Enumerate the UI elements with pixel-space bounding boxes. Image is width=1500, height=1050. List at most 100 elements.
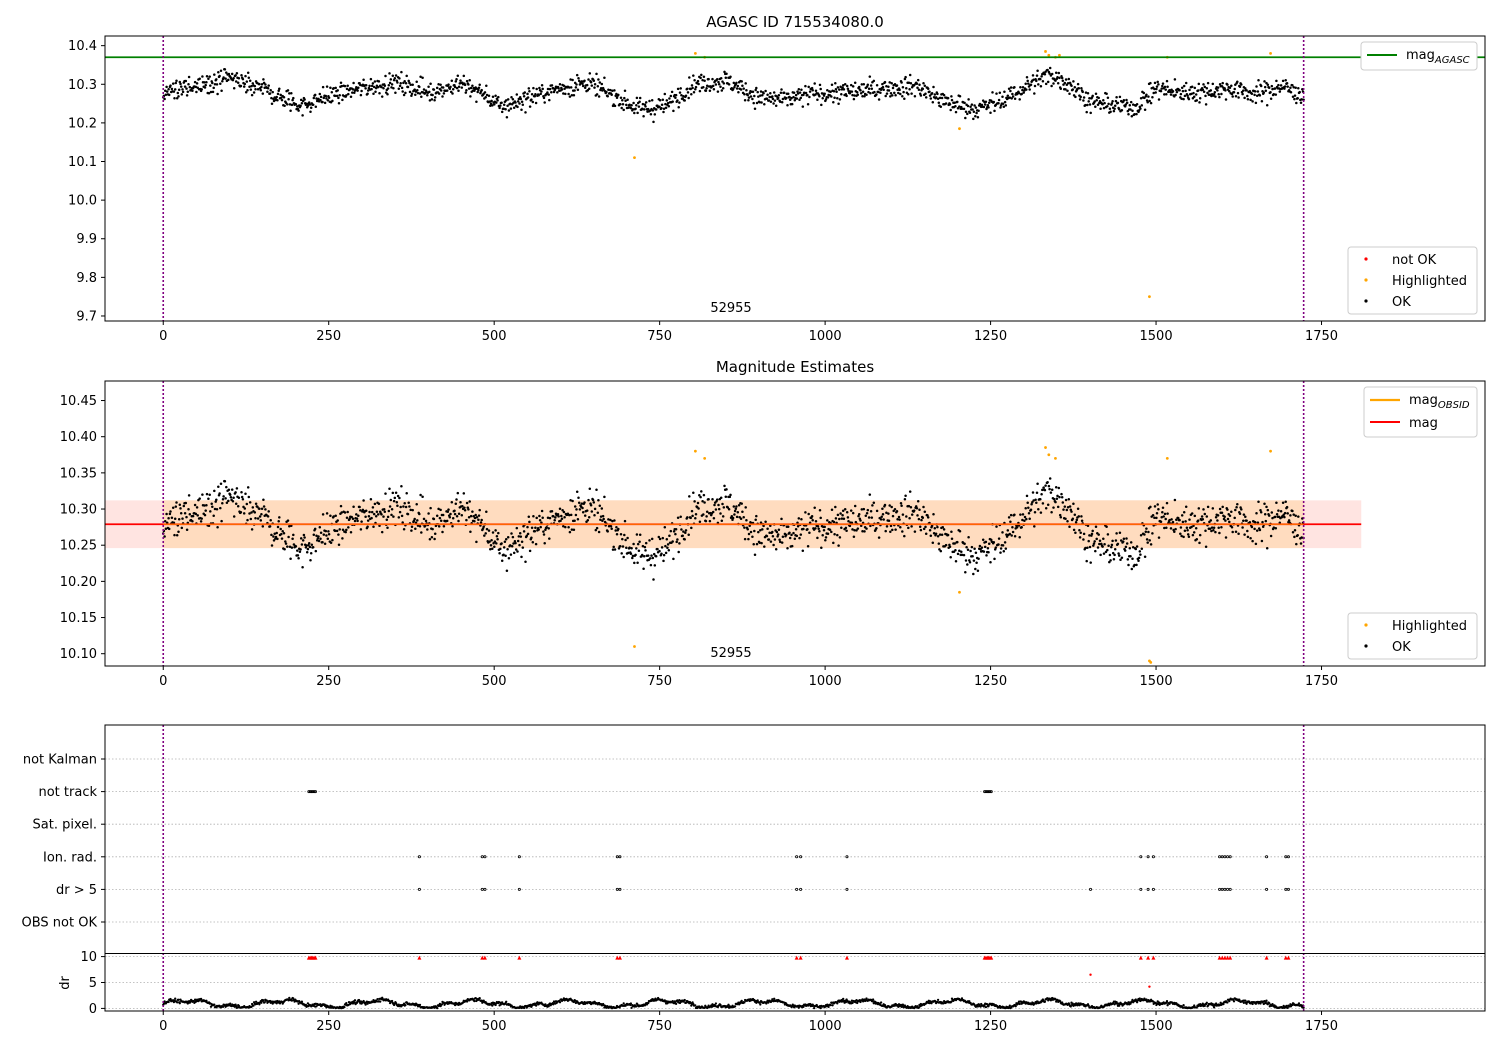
ok-point: [826, 519, 829, 522]
ok-point: [1255, 85, 1258, 88]
ok-point: [819, 87, 822, 91]
ok-point: [219, 482, 223, 486]
ok-point: [853, 94, 856, 97]
ok-point: [457, 85, 461, 88]
ok-point: [797, 88, 801, 91]
ok-point: [562, 84, 566, 88]
flag-point: [417, 887, 421, 891]
ok-point: [1025, 76, 1029, 79]
ok-point: [1131, 545, 1135, 549]
ok-point: [581, 84, 585, 88]
ok-point: [345, 94, 348, 97]
ok-point: [1157, 536, 1161, 539]
ok-point: [1060, 76, 1064, 80]
dr-point: [177, 998, 180, 1001]
ok-point: [1151, 96, 1154, 99]
ok-point: [1102, 106, 1106, 110]
dr-point: [169, 997, 172, 1001]
ok-point: [769, 524, 772, 528]
ok-point: [1146, 100, 1149, 104]
ok-point: [249, 88, 253, 91]
ok-point: [1296, 534, 1299, 537]
ok-point: [859, 519, 862, 522]
y-tick-label: 9.7: [76, 309, 97, 324]
ok-point: [199, 520, 203, 523]
ok-point: [498, 106, 501, 110]
ok-point: [401, 90, 404, 93]
ok-point: [716, 90, 720, 93]
ok-point: [747, 532, 751, 536]
ok-point: [968, 560, 972, 564]
ok-point: [1093, 540, 1096, 543]
ok-point: [518, 543, 521, 547]
ok-point: [497, 531, 500, 535]
dr-point: [258, 1003, 261, 1006]
ok-point: [491, 104, 494, 107]
ok-point: [687, 96, 690, 100]
ok-point: [931, 100, 935, 104]
ok-point: [1110, 545, 1113, 549]
ok-point: [1111, 551, 1115, 555]
ok-point: [1131, 109, 1134, 113]
ok-point: [346, 84, 349, 88]
ok-point: [167, 527, 171, 531]
ok-point: [1081, 90, 1084, 94]
ok-point: [317, 97, 320, 101]
highlighted-point: [1269, 449, 1272, 453]
ok-point: [1299, 542, 1303, 545]
ok-point: [453, 509, 456, 512]
ok-point: [270, 533, 273, 537]
ok-point: [1027, 82, 1030, 85]
ok-point: [480, 88, 483, 92]
ok-point: [314, 549, 318, 553]
ok-point: [1029, 83, 1033, 86]
ok-point: [336, 519, 339, 522]
ok-point: [318, 526, 322, 529]
ok-point: [581, 82, 584, 85]
ok-point: [934, 532, 938, 535]
dr-point: [499, 1003, 503, 1006]
panel2-axes-frame: [104, 380, 1486, 667]
ok-point: [1129, 541, 1133, 544]
ok-point: [1279, 84, 1283, 87]
ok-point: [247, 76, 251, 80]
ok-point: [777, 94, 781, 97]
ok-point: [1009, 520, 1012, 523]
ok-point: [1041, 80, 1045, 83]
ok-point: [286, 519, 290, 522]
ok-point: [581, 510, 585, 514]
ok-point: [374, 90, 377, 93]
ok-point: [1031, 491, 1035, 494]
ok-point: [682, 95, 685, 98]
ok-point: [327, 533, 331, 536]
ok-point: [1188, 518, 1191, 521]
ok-point: [170, 516, 174, 520]
ok-point: [762, 92, 765, 95]
ok-point: [414, 527, 417, 530]
ok-point: [1120, 109, 1124, 112]
ok-point: [489, 102, 493, 105]
ok-point: [638, 540, 641, 543]
ok-point: [514, 541, 517, 545]
ok-point: [420, 531, 423, 534]
ok-point: [648, 99, 651, 103]
ok-point: [932, 85, 935, 89]
ok-point: [445, 519, 449, 523]
ok-point: [613, 548, 617, 551]
ok-point: [1228, 89, 1231, 93]
ok-point: [613, 89, 616, 92]
ok-point: [941, 526, 945, 529]
ok-point: [396, 504, 399, 507]
ok-point: [250, 511, 253, 514]
ok-point: [984, 540, 988, 544]
ok-point: [321, 85, 325, 89]
ok-point: [407, 79, 410, 83]
dr-point: [390, 999, 394, 1003]
dr-point: [478, 997, 481, 1000]
ok-point: [343, 511, 347, 514]
ok-point: [216, 92, 219, 96]
ok-point: [958, 94, 962, 98]
ok-point: [546, 516, 550, 520]
ok-point: [832, 89, 836, 93]
ok-point: [474, 513, 477, 517]
